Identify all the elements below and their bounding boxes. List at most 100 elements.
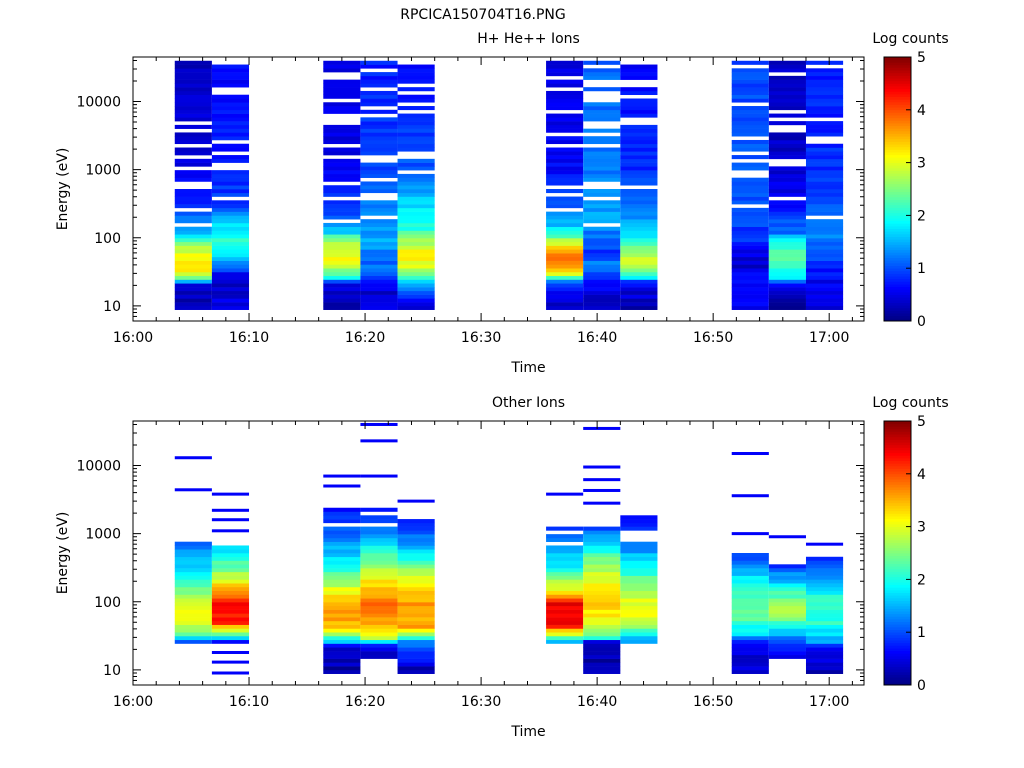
energy-bin xyxy=(360,564,398,569)
energy-bin xyxy=(546,139,584,145)
energy-bin xyxy=(546,177,584,182)
energy-bin xyxy=(397,139,435,145)
energy-bin xyxy=(546,264,584,269)
energy-bin xyxy=(768,302,806,307)
energy-bin xyxy=(323,579,361,584)
energy-bin xyxy=(211,635,250,641)
spectrogram-column xyxy=(397,499,435,674)
energy-bin xyxy=(211,75,250,80)
energy-bin xyxy=(805,204,844,209)
energy-bin xyxy=(583,173,621,178)
energy-bin xyxy=(768,264,806,269)
energy-bin xyxy=(805,79,844,84)
energy-bin xyxy=(211,518,250,522)
energy-bin xyxy=(397,560,435,565)
energy-bin xyxy=(174,602,212,607)
energy-bin xyxy=(768,151,806,156)
energy-bin xyxy=(731,75,769,80)
energy-bin xyxy=(620,271,658,277)
energy-bin xyxy=(768,290,806,295)
energy-bin xyxy=(323,635,361,641)
energy-bin xyxy=(768,207,806,212)
energy-bin xyxy=(768,298,806,303)
energy-bin xyxy=(583,249,621,254)
energy-bin xyxy=(323,87,361,92)
spectrogram-column xyxy=(323,60,361,310)
energy-bin xyxy=(546,189,584,194)
panel-h-he-ions: H+ He++ Ions 16:00 16:10 16:20 16:30 16:40 16:… xyxy=(55,31,949,376)
energy-bin xyxy=(620,628,658,633)
energy-bin xyxy=(323,189,361,194)
energy-bin xyxy=(323,139,361,145)
energy-bin xyxy=(731,260,769,265)
energy-bin xyxy=(360,575,398,580)
energy-bin xyxy=(360,90,398,96)
energy-bin xyxy=(583,275,621,280)
energy-bin xyxy=(211,605,250,610)
energy-bin xyxy=(360,173,398,178)
energy-bin xyxy=(731,94,769,99)
energy-bin xyxy=(583,662,621,667)
energy-bin xyxy=(768,121,806,126)
energy-bin xyxy=(583,651,621,656)
energy-bin xyxy=(768,598,806,603)
energy-bin xyxy=(620,556,658,561)
energy-bin xyxy=(768,60,806,65)
energy-bin xyxy=(583,624,621,629)
panel-title: Other Ions xyxy=(492,395,565,411)
energy-bin xyxy=(174,68,212,73)
energy-bin xyxy=(768,613,806,618)
energy-bin xyxy=(397,662,435,667)
energy-bin xyxy=(174,287,212,292)
energy-bin xyxy=(174,620,212,625)
energy-bin xyxy=(323,530,361,535)
energy-bin xyxy=(211,660,250,664)
energy-bin xyxy=(174,635,212,641)
energy-bin xyxy=(323,620,361,625)
energy-bin xyxy=(583,617,621,622)
energy-bin xyxy=(620,136,658,141)
energy-bin xyxy=(583,290,621,295)
energy-bin xyxy=(768,628,806,633)
y-tick-label: 1000 xyxy=(85,527,121,543)
energy-bin xyxy=(546,534,584,539)
energy-bin xyxy=(620,545,658,550)
energy-bin xyxy=(211,568,250,573)
energy-bin xyxy=(805,75,844,80)
energy-bin xyxy=(620,275,658,280)
energy-bin xyxy=(768,94,806,99)
energy-bin xyxy=(211,305,250,310)
energy-bin xyxy=(583,230,621,235)
energy-bin xyxy=(174,204,212,209)
energy-bin xyxy=(211,590,250,595)
energy-bin xyxy=(174,605,212,610)
energy-bin xyxy=(546,72,584,77)
energy-bin xyxy=(731,211,769,216)
energy-bin xyxy=(546,238,584,243)
energy-bin xyxy=(397,294,435,299)
energy-bin xyxy=(360,605,398,610)
energy-bin xyxy=(211,102,250,107)
energy-bin xyxy=(397,87,435,92)
energy-bin xyxy=(768,87,806,92)
energy-bin xyxy=(211,271,250,277)
energy-bin xyxy=(768,564,806,569)
energy-bin xyxy=(546,575,584,580)
energy-bin xyxy=(768,139,806,145)
energy-bin xyxy=(360,60,398,65)
energy-bin xyxy=(583,271,621,277)
energy-bin xyxy=(620,290,658,295)
energy-bin xyxy=(620,590,658,595)
energy-bin xyxy=(546,590,584,595)
energy-bin xyxy=(397,128,435,133)
energy-bin xyxy=(805,87,844,92)
energy-bin xyxy=(583,643,621,648)
energy-bin xyxy=(211,68,250,73)
spectrogram-column xyxy=(174,456,212,644)
energy-bin xyxy=(583,106,621,111)
energy-bin xyxy=(620,256,658,261)
energy-bin xyxy=(397,594,435,599)
spectrogram-column xyxy=(583,426,621,674)
energy-bin xyxy=(768,635,806,641)
energy-bin xyxy=(620,238,658,243)
